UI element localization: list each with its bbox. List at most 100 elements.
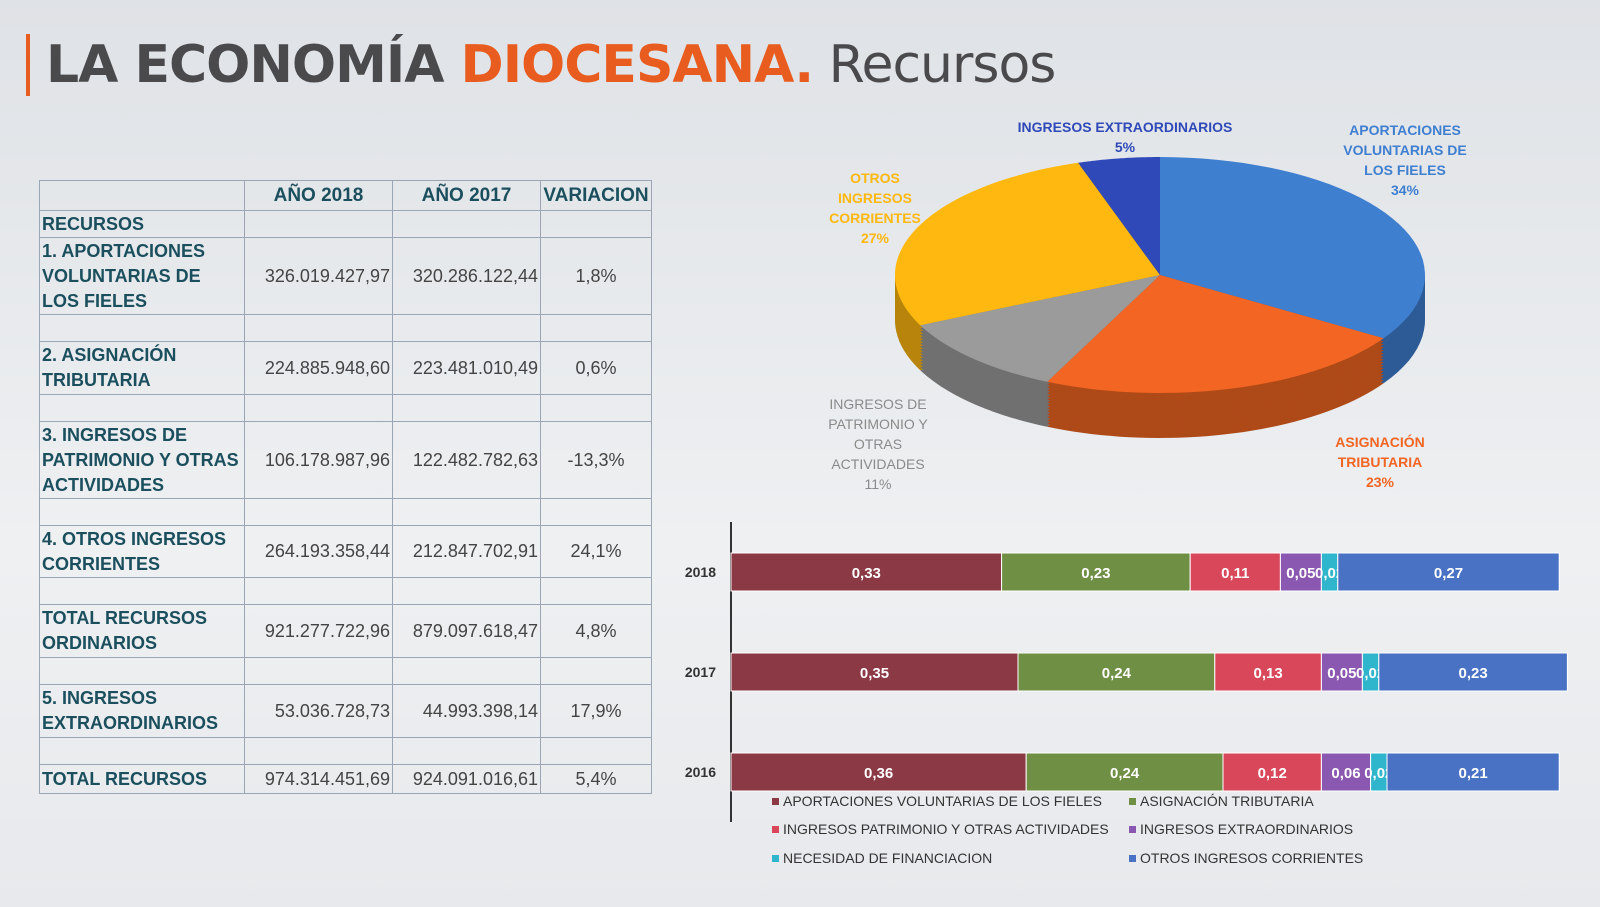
row-label: TOTAL RECURSOS ORDINARIOS (39, 604, 245, 658)
pie-label-name: APORTACIONES VOLUNTARIAS DE LOS FIELES (1343, 122, 1467, 178)
row-label: TOTAL RECURSOS (39, 764, 245, 794)
bar-value-label: 0,11 (1221, 565, 1249, 582)
bar-segment (1386, 752, 1560, 792)
spacer-row (39, 577, 652, 605)
legend-label: NECESIDAD DE FINANCIACION (783, 850, 992, 866)
bar-value-label: 0,05 (1286, 565, 1315, 582)
row-label: 2. ASIGNACIÓN TRIBUTARIA (39, 341, 245, 395)
pie-slice (920, 275, 1160, 382)
legend-label: INGRESOS PATRIMONIO Y OTRAS ACTIVIDADES (783, 821, 1109, 837)
pie-label-pct: 11% (864, 476, 892, 492)
pie-label-name: ASIGNACIÓN TRIBUTARIA (1335, 434, 1425, 470)
spacer-row (39, 737, 652, 765)
legend-swatch (1129, 798, 1136, 805)
cell-y2018: 326.019.427,97 (244, 237, 393, 315)
resources-table: AÑO 2018 AÑO 2017 VARIACION RECURSOS 1. AP… (39, 180, 652, 794)
bar-value-label: 0,27 (1434, 565, 1463, 582)
pie-slice (1078, 157, 1160, 275)
legend-swatch (1129, 826, 1136, 833)
bar-value-label: 0,23 (1458, 665, 1487, 682)
pie-label-pct: 34% (1390, 182, 1420, 198)
header-cell: AÑO 2018 (244, 180, 393, 211)
pie-label-pct: 23% (1365, 474, 1395, 490)
legend-label: ASIGNACIÓN TRIBUTARIA (1140, 793, 1314, 809)
spacer-row (39, 394, 652, 422)
title-highlight: DIOCESANA. (460, 35, 815, 95)
category-label: 2016 (685, 764, 716, 780)
bar-segment (1222, 752, 1322, 792)
cell-y2018: 264.193.358,44 (244, 525, 393, 578)
cell-y2018: 921.277.722,96 (244, 604, 393, 658)
spacer-row (39, 657, 652, 685)
title-part: LA ECONOMÍA (46, 35, 461, 95)
table-row: 1. APORTACIONES VOLUNTARIAS DE LOS FIELE… (39, 237, 652, 315)
bar-value-label: 0,24 (1110, 765, 1140, 782)
cell-y2017: 223.481.010,49 (392, 341, 541, 395)
pie-label: OTROS INGRESOS CORRIENTES 27% (820, 168, 930, 248)
legend-label: INGRESOS EXTRAORDINARIOS (1140, 821, 1353, 837)
pie-label: APORTACIONES VOLUNTARIAS DE LOS FIELES 34… (1330, 120, 1480, 200)
bar-value-label: 0,35 (860, 665, 889, 682)
pie-slice (1047, 275, 1384, 393)
legend-swatch (772, 826, 779, 833)
cell-var: -13,3% (540, 421, 652, 499)
bar-segment (730, 552, 1003, 592)
cell-y2017: 924.091.016,61 (392, 764, 541, 794)
pie-label: ASIGNACIÓN TRIBUTARIA 23% (1320, 432, 1440, 492)
table-row: TOTAL RECURSOS 974.314.451,69 924.091.016,… (39, 764, 652, 794)
pie-label-name: INGRESOS DE PATRIMONIO Y OTRAS ACTIVIDAD… (828, 396, 928, 472)
row-label: 4. OTROS INGRESOS CORRIENTES (39, 525, 245, 578)
cell-var: 17,9% (540, 684, 652, 738)
bar-value-label: 0,12 (1258, 765, 1287, 782)
bar-segment (730, 652, 1019, 692)
bar-segment (1214, 652, 1322, 692)
pie-label-name: INGRESOS EXTRAORDINARIOS (1017, 119, 1233, 135)
bar-segment (1189, 552, 1281, 592)
legend-label: OTROS INGRESOS CORRIENTES (1140, 850, 1363, 866)
cell-y2017: 320.286.122,44 (392, 237, 541, 315)
legend-swatch (1129, 855, 1136, 862)
cell-y2017: 44.993.398,14 (392, 684, 541, 738)
bar-segment (1320, 752, 1372, 792)
header-cell: VARIACION (540, 180, 652, 211)
bar-value-label: 0,21 (1458, 765, 1487, 782)
row-label: 1. APORTACIONES VOLUNTARIAS DE LOS FIELE… (39, 237, 245, 315)
cell-var: 4,8% (540, 604, 652, 658)
pie-label: INGRESOS EXTRAORDINARIOS 5% (1005, 117, 1245, 157)
bar-segment (1017, 652, 1216, 692)
bar-segment (1378, 652, 1568, 692)
bar-value-label: 0,06 (1331, 765, 1360, 782)
cell-y2018: 974.314.451,69 (244, 764, 393, 794)
category-label: 2017 (685, 664, 716, 680)
cell-y2018: 224.885.948,60 (244, 341, 393, 395)
row-label: 3. INGRESOS DE PATRIMONIO Y OTRAS ACTIVI… (39, 421, 245, 499)
bar-value-label: 0,02 (1356, 665, 1385, 682)
category-label: 2018 (685, 564, 716, 580)
legend-label: APORTACIONES VOLUNTARIAS DE LOS FIELES (783, 793, 1102, 809)
cell-var: 1,8% (540, 237, 652, 315)
bar-value-label: 0,36 (864, 765, 893, 782)
pie-slice (895, 162, 1160, 326)
pie-label: INGRESOS DE PATRIMONIO Y OTRAS ACTIVIDAD… (808, 394, 948, 494)
pie-slice (1160, 157, 1425, 339)
bar-segment (1337, 552, 1560, 592)
bar-segment (1001, 552, 1191, 592)
pie-label-name: OTROS INGRESOS CORRIENTES (829, 170, 921, 226)
legend-swatch (772, 798, 779, 805)
bar-value-label: 0,33 (852, 565, 881, 582)
cell-var: 24,1% (540, 525, 652, 578)
title-subtitle: Recursos (813, 35, 1057, 95)
cell-var: 5,4% (540, 764, 652, 794)
cell-y2017: 879.097.618,47 (392, 604, 541, 658)
pie-label-pct: 27% (860, 230, 890, 246)
bar-value-label: 0,13 (1253, 665, 1282, 682)
legend-swatch (772, 855, 779, 862)
header-cell: AÑO 2017 (392, 180, 541, 211)
pie-label-pct: 5% (1114, 139, 1136, 155)
bar-segment (1320, 652, 1363, 692)
bar-segment (1025, 752, 1224, 792)
bar-segment (730, 752, 1027, 792)
table-row: TOTAL RECURSOS ORDINARIOS 921.277.722,96 8… (39, 604, 652, 658)
bar-value-label: 0,24 (1102, 665, 1132, 682)
